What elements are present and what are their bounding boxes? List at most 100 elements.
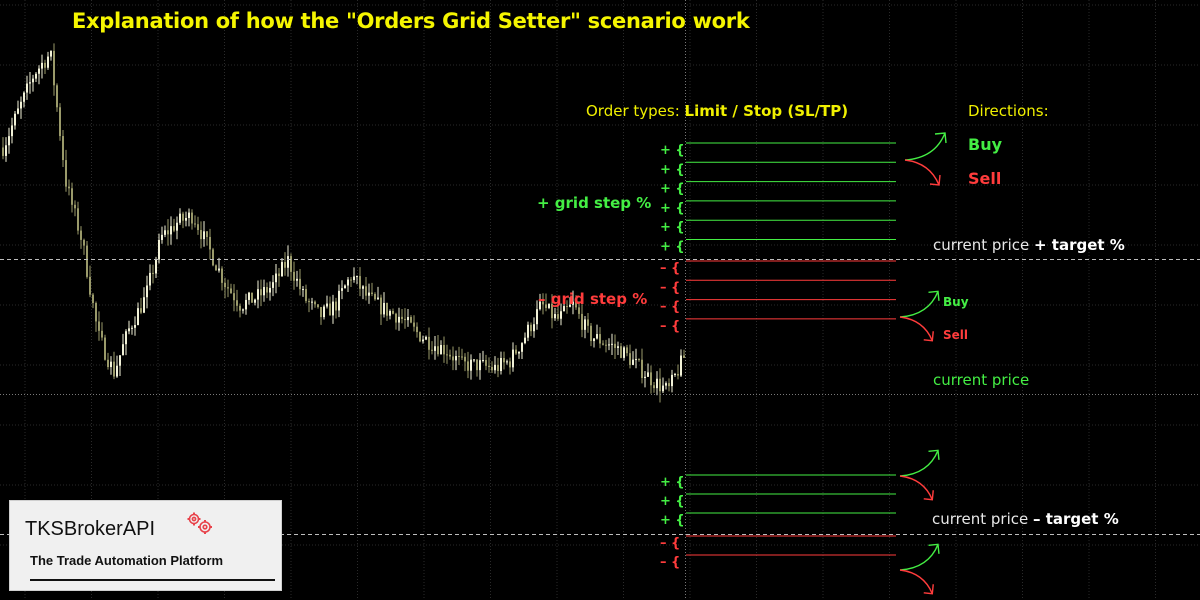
candle-body [377, 297, 379, 300]
plus-order-marker: + { [660, 143, 685, 158]
candle-body [26, 83, 28, 93]
candle-body [431, 349, 433, 351]
minus-order-marker: – { [660, 319, 680, 334]
candle-body [515, 349, 517, 354]
candle-body [674, 373, 676, 375]
candle-body [491, 366, 493, 371]
candle-body [452, 356, 454, 361]
plus-grid-step-label: + grid step % [537, 194, 652, 212]
candle-body [467, 361, 469, 371]
candle-body [659, 378, 661, 392]
buy-arrow-curve [899, 544, 939, 571]
candle-body [221, 268, 223, 283]
candle-body [227, 287, 229, 289]
candle-body [50, 50, 52, 57]
candle-body [44, 62, 46, 68]
candle-body [299, 278, 301, 290]
candle-body [368, 292, 370, 296]
candle-body [398, 316, 400, 323]
candle-body [563, 306, 565, 312]
sell-arrow-head [923, 490, 934, 501]
candle-body [416, 326, 418, 333]
candle-body [278, 273, 280, 277]
candle-body [56, 85, 58, 108]
candle-body [560, 311, 562, 319]
sell-arrow-curve [899, 316, 933, 342]
candle-body [521, 343, 523, 352]
candle-body [434, 346, 436, 351]
candle-body [644, 376, 646, 379]
candle-body [305, 289, 307, 302]
candle-body [599, 334, 601, 344]
candle-body [62, 136, 64, 161]
candle-body [125, 331, 127, 345]
candle-body [2, 147, 4, 156]
candle-body [353, 276, 355, 280]
candle-body [335, 301, 337, 311]
candle-body [71, 188, 73, 205]
candle-body [290, 256, 292, 272]
buy-label-mid: Buy [943, 295, 969, 309]
candle-body [284, 262, 286, 268]
candle-body [179, 213, 181, 223]
candle-body [269, 287, 271, 293]
candle-body [32, 78, 34, 83]
candle-body [497, 364, 499, 371]
candle-body [641, 359, 643, 379]
plus-order-marker: + { [660, 475, 685, 490]
candle-body [590, 325, 592, 342]
candle-body [647, 372, 649, 377]
candle-body [20, 101, 22, 109]
candle-body [29, 82, 31, 84]
candle-body [380, 297, 382, 315]
candle-body [323, 306, 325, 318]
candle-body [239, 305, 241, 311]
candle-body [530, 324, 532, 332]
candle-body [98, 321, 100, 331]
buy-arrow-head [928, 290, 940, 301]
candle-body [296, 278, 298, 281]
candle-body [551, 303, 553, 319]
order-types-value: Limit / Stop (SL/TP) [684, 102, 849, 120]
candle-body [578, 307, 580, 314]
candle-body [317, 304, 319, 308]
candle-body [191, 212, 193, 224]
candle-body [347, 279, 349, 286]
candle-body [311, 301, 313, 303]
candle-body [488, 365, 490, 367]
candle-body [35, 73, 37, 79]
candle-body [458, 356, 460, 358]
candle-body [524, 337, 526, 344]
candle-body [143, 297, 145, 313]
candle-body [446, 354, 448, 356]
candle-body [650, 372, 652, 386]
candle-body [539, 301, 541, 310]
candle-body [461, 356, 463, 358]
candle-body [116, 365, 118, 377]
candle-body [89, 276, 91, 295]
candle-body [287, 256, 289, 268]
candle-body [482, 359, 484, 361]
candle-body [101, 330, 103, 338]
candle-body [533, 324, 535, 332]
candle-body [527, 324, 529, 338]
candle-body [167, 230, 169, 235]
candle-body [677, 373, 679, 376]
candle-body [389, 311, 391, 316]
candle-body [365, 286, 367, 296]
candle-body [605, 344, 607, 346]
candle-body [173, 226, 175, 231]
candle-body [92, 294, 94, 304]
candle-body [584, 319, 586, 330]
candle-body [371, 292, 373, 294]
candle-body [329, 303, 331, 316]
candle-body [275, 273, 277, 283]
candle-body [131, 327, 133, 329]
candle-body [59, 107, 61, 137]
candle-body [404, 318, 406, 321]
candle-body [671, 374, 673, 387]
candle-body [596, 334, 598, 339]
candle-body [176, 222, 178, 231]
